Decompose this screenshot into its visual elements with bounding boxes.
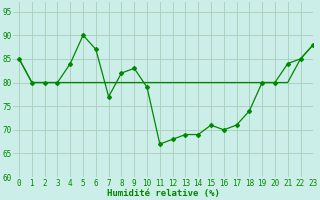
X-axis label: Humidité relative (%): Humidité relative (%) [107,189,220,198]
